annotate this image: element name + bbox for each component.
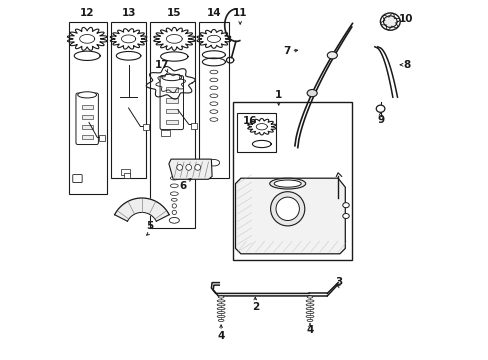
Bar [165, 120, 177, 124]
Ellipse shape [218, 319, 224, 321]
Ellipse shape [305, 311, 313, 314]
Text: 2: 2 [251, 302, 258, 312]
Circle shape [194, 165, 200, 170]
Bar [81, 105, 93, 109]
Bar [236, 113, 276, 152]
Polygon shape [235, 178, 345, 254]
Ellipse shape [209, 110, 218, 113]
Text: 11: 11 [232, 8, 247, 18]
Ellipse shape [170, 192, 178, 195]
Bar [99, 135, 105, 141]
Ellipse shape [218, 296, 224, 298]
Text: 17: 17 [155, 60, 169, 70]
Ellipse shape [217, 300, 224, 302]
Text: 12: 12 [80, 8, 94, 18]
Ellipse shape [209, 118, 218, 121]
Text: 9: 9 [376, 114, 384, 125]
Bar [191, 123, 197, 129]
Ellipse shape [380, 13, 399, 30]
Text: 13: 13 [121, 8, 136, 18]
Ellipse shape [170, 167, 178, 171]
Text: 4: 4 [217, 330, 224, 341]
Ellipse shape [275, 197, 299, 220]
Bar [165, 109, 177, 113]
Bar [165, 98, 177, 103]
Text: 6: 6 [179, 181, 186, 192]
Ellipse shape [169, 217, 179, 223]
Bar [110, 22, 145, 178]
Ellipse shape [270, 192, 304, 226]
Text: 7: 7 [283, 46, 290, 56]
Bar [81, 115, 93, 119]
Bar [165, 87, 177, 92]
Text: 1: 1 [275, 90, 282, 100]
Ellipse shape [209, 78, 218, 82]
Text: 10: 10 [399, 14, 413, 24]
Bar [232, 102, 351, 260]
Circle shape [185, 165, 191, 170]
Ellipse shape [217, 304, 224, 306]
Bar [121, 169, 130, 175]
Ellipse shape [209, 102, 218, 105]
FancyBboxPatch shape [73, 175, 82, 183]
Ellipse shape [342, 203, 348, 208]
Ellipse shape [217, 315, 224, 318]
Polygon shape [168, 159, 212, 179]
Circle shape [177, 165, 182, 170]
Ellipse shape [342, 213, 348, 219]
Ellipse shape [306, 319, 312, 321]
Bar [69, 22, 106, 194]
Ellipse shape [326, 52, 337, 59]
Ellipse shape [383, 16, 396, 27]
Ellipse shape [305, 304, 313, 306]
Ellipse shape [305, 300, 313, 302]
Bar [123, 173, 129, 178]
Ellipse shape [209, 86, 218, 90]
Bar [81, 135, 93, 139]
Ellipse shape [217, 311, 224, 314]
Text: 14: 14 [206, 8, 221, 18]
Ellipse shape [209, 94, 218, 98]
Ellipse shape [274, 180, 301, 187]
Text: 4: 4 [305, 325, 313, 336]
Ellipse shape [208, 159, 219, 166]
Bar [142, 124, 148, 130]
Ellipse shape [269, 178, 305, 189]
FancyBboxPatch shape [76, 93, 98, 145]
Text: 8: 8 [403, 60, 410, 70]
Ellipse shape [171, 198, 177, 201]
Ellipse shape [162, 74, 182, 81]
Text: 15: 15 [167, 8, 181, 18]
Circle shape [172, 210, 176, 215]
Ellipse shape [305, 307, 313, 310]
Ellipse shape [306, 90, 317, 97]
Bar [160, 130, 169, 136]
Ellipse shape [209, 70, 218, 74]
Text: 16: 16 [242, 116, 257, 126]
Ellipse shape [306, 296, 312, 298]
Ellipse shape [170, 184, 178, 188]
Ellipse shape [375, 105, 384, 112]
Bar [199, 22, 228, 178]
Ellipse shape [305, 315, 313, 318]
Ellipse shape [217, 307, 224, 310]
Polygon shape [114, 198, 169, 221]
Bar [81, 125, 93, 129]
Ellipse shape [170, 176, 178, 180]
Text: 5: 5 [146, 221, 154, 231]
Circle shape [172, 204, 176, 208]
Text: 3: 3 [334, 276, 342, 287]
Bar [149, 22, 194, 228]
FancyBboxPatch shape [160, 76, 183, 130]
Ellipse shape [78, 92, 97, 98]
